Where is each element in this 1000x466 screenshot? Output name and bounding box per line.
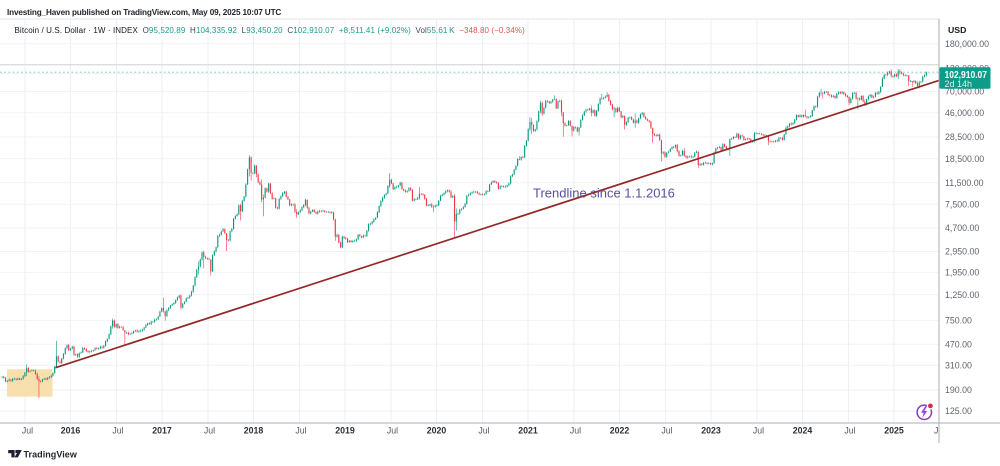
svg-text:125.00: 125.00 — [945, 406, 972, 416]
svg-text:4,700.00: 4,700.00 — [945, 223, 979, 233]
svg-text:180,000.00: 180,000.00 — [945, 39, 989, 49]
svg-text:190.00: 190.00 — [945, 385, 972, 395]
svg-text:2016: 2016 — [61, 426, 81, 436]
svg-text:11,500.00: 11,500.00 — [945, 178, 984, 188]
svg-text:TradingView: TradingView — [24, 449, 78, 459]
svg-text:2025: 2025 — [884, 426, 904, 436]
svg-text:2023: 2023 — [701, 426, 721, 436]
svg-text:1,250.00: 1,250.00 — [945, 290, 979, 300]
svg-text:2022: 2022 — [610, 426, 630, 436]
svg-text:310.00: 310.00 — [945, 360, 972, 370]
svg-text:2018: 2018 — [244, 426, 264, 436]
svg-text:2017: 2017 — [152, 426, 172, 436]
svg-text:2019: 2019 — [335, 426, 355, 436]
svg-text:Jul: Jul — [22, 426, 33, 436]
svg-text:2024: 2024 — [793, 426, 813, 436]
svg-text:18,500.00: 18,500.00 — [945, 154, 984, 164]
svg-text:J: J — [934, 426, 938, 436]
svg-text:1,950.00: 1,950.00 — [945, 268, 979, 278]
svg-text:2020: 2020 — [427, 426, 447, 436]
svg-text:470.00: 470.00 — [945, 339, 972, 349]
svg-text:Jul: Jul — [753, 426, 764, 436]
svg-text:Trendline since 1.1.2016: Trendline since 1.1.2016 — [533, 186, 675, 201]
svg-text:Jul: Jul — [204, 426, 215, 436]
svg-text:750.00: 750.00 — [945, 316, 972, 326]
svg-text:Jul: Jul — [295, 426, 306, 436]
svg-text:Jul: Jul — [570, 426, 581, 436]
svg-text:USD: USD — [948, 25, 966, 35]
svg-text:Jul: Jul — [661, 426, 672, 436]
svg-text:70,000.00: 70,000.00 — [945, 87, 984, 97]
svg-text:46,000.00: 46,000.00 — [945, 108, 984, 118]
svg-text:Jul: Jul — [844, 426, 855, 436]
svg-text:7,500.00: 7,500.00 — [945, 199, 979, 209]
svg-text:2d 14h: 2d 14h — [945, 79, 973, 89]
svg-text:2,950.00: 2,950.00 — [945, 247, 979, 257]
svg-text:Jul: Jul — [478, 426, 489, 436]
svg-text:28,500.00: 28,500.00 — [945, 132, 984, 142]
svg-text:Jul: Jul — [112, 426, 123, 436]
svg-text:102,910.07: 102,910.07 — [945, 70, 988, 81]
svg-text:2021: 2021 — [518, 426, 538, 436]
svg-text:Jul: Jul — [387, 426, 398, 436]
